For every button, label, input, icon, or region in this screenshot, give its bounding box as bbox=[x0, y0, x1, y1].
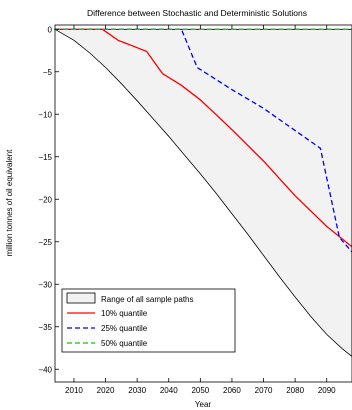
legend-label-10: 10% quantile bbox=[101, 309, 148, 318]
series-line-10-quantile bbox=[55, 28, 352, 248]
legend: Range of all sample paths 10% quantile 2… bbox=[61, 288, 236, 353]
y-tick-label: −40 bbox=[38, 365, 52, 374]
x-tick-label: 2060 bbox=[223, 386, 241, 395]
series-layer bbox=[55, 28, 352, 253]
x-axis-label: Year bbox=[195, 400, 212, 409]
x-tick-label: 2070 bbox=[255, 386, 273, 395]
y-tick-label: −20 bbox=[38, 195, 52, 204]
legend-label-50: 50% quantile bbox=[101, 339, 148, 348]
series-line-25-quantile bbox=[55, 28, 352, 253]
plot-area: 2010 2020 2030 2040 2050 2060 2070 2080 2090 0 −5… bbox=[38, 24, 352, 395]
range-band bbox=[53, 28, 352, 358]
chart-title: Difference between Stochastic and Determ… bbox=[87, 8, 307, 18]
x-tick-label: 2050 bbox=[191, 386, 209, 395]
x-tick-label: 2080 bbox=[286, 386, 304, 395]
y-tick-label: −25 bbox=[38, 238, 52, 247]
y-tick-label: −35 bbox=[38, 323, 52, 332]
y-tick-label: −30 bbox=[38, 280, 52, 289]
x-tick-label: 2020 bbox=[97, 386, 115, 395]
legend-swatch-range bbox=[66, 292, 96, 304]
x-tick-label: 2030 bbox=[128, 386, 146, 395]
y-axis-label: million tonnes of oil equivalent bbox=[5, 149, 14, 257]
y-axis-ticks: 0 −5 −10 −15 −20 −25 −30 −35 −40 bbox=[38, 25, 59, 374]
y-tick-label: −15 bbox=[38, 153, 52, 162]
x-tick-label: 2040 bbox=[160, 386, 178, 395]
x-tick-label: 2090 bbox=[318, 386, 336, 395]
x-axis-ticks: 2010 2020 2030 2040 2050 2060 2070 2080 2090 bbox=[65, 25, 336, 395]
legend-label-25: 25% quantile bbox=[101, 324, 148, 333]
y-tick-label: 0 bbox=[48, 25, 53, 34]
legend-label-range: Range of all sample paths bbox=[101, 295, 194, 304]
y-tick-label: −10 bbox=[38, 110, 52, 119]
plot-frame bbox=[54, 24, 352, 383]
x-tick-label: 2010 bbox=[65, 386, 83, 395]
y-tick-label: −5 bbox=[43, 68, 53, 77]
